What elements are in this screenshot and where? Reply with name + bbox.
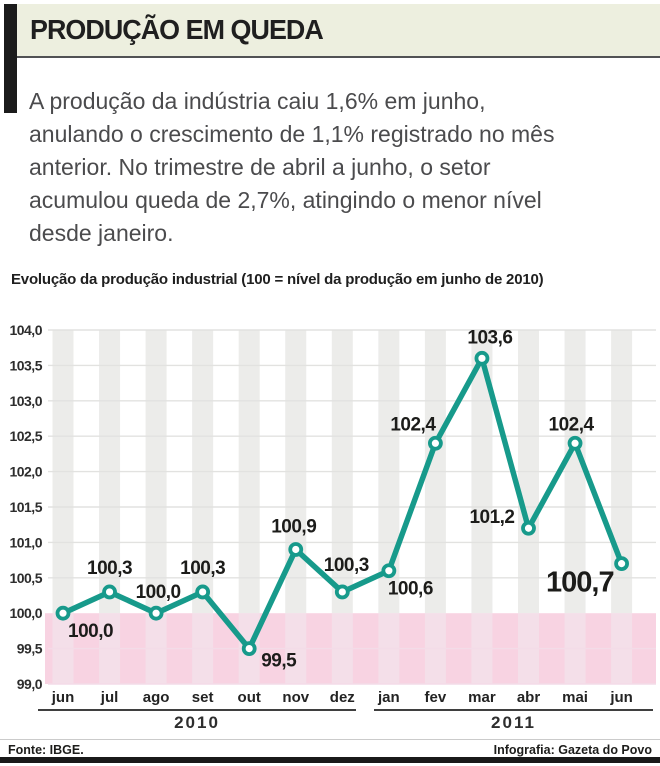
data-point [241,641,257,657]
x-axis-month-label: fev [425,689,447,706]
data-label: 100,3 [180,558,225,579]
y-axis-label: 103,5 [9,357,42,373]
data-label: 100,0 [136,582,181,603]
data-point [102,584,117,600]
x-axis-month-label: mai [562,689,588,706]
y-axis-label: 100,5 [9,570,42,586]
data-label: 100,0 [68,621,113,642]
x-axis-month-label: nov [282,689,309,706]
y-axis-label: 100,0 [9,605,42,621]
production-line-chart: 104,0 103,5 103,0 102,5 102,0 101,5 101,0 100,5… [9,322,656,732]
y-axis-label: 102,5 [9,428,42,444]
y-axis-label: 99,5 [17,641,43,657]
x-axis-month-label: jun [51,689,75,706]
chart-title: Evolução da produção industrial (100 = n… [11,271,544,288]
intro-line: anterior. No trimestre de abril a junho,… [29,154,491,180]
year-label: 2011 [491,713,536,732]
y-axis-label: 101,5 [9,499,42,515]
data-point [521,520,536,536]
intro-line: desde janeiro. [29,220,174,246]
x-axis-month-label: out [238,689,261,706]
data-point [381,563,397,579]
data-point [195,584,211,600]
x-axis-month-label: jul [100,689,119,706]
footer-bar [0,757,660,763]
y-axis-label: 103,0 [9,393,42,409]
x-axis-month-label: dez [330,689,355,706]
data-point [427,435,443,451]
x-axis-month-label: jan [377,689,400,706]
source-credit: Fonte: IBGE. [8,743,84,757]
footer-divider [0,739,660,740]
y-axis-label: 101,0 [9,534,42,550]
data-point [334,584,350,600]
data-label: 100,3 [87,558,132,579]
x-axis-month-label: ago [143,689,170,706]
header-band: PRODUÇÃO EM QUEDA [17,4,660,58]
data-label: 101,2 [469,507,514,528]
data-point [567,435,583,451]
intro-line: anulando o crescimento de 1,1% registrad… [29,121,555,147]
y-axis-label: 102,0 [9,464,42,480]
infographic-credit: Infografia: Gazeta do Povo [493,743,652,757]
x-axis-month-label: jun [609,689,633,706]
data-point [474,350,490,366]
data-label: 99,5 [261,651,297,672]
x-axis-month-label: set [192,689,214,706]
intro-line: acumulou queda de 2,7%, atingindo o meno… [29,187,542,213]
data-point [614,556,629,572]
data-label: 102,4 [549,414,595,435]
data-label: 100,6 [388,579,433,600]
data-label: 102,4 [390,414,436,435]
data-label: 103,6 [467,327,512,348]
title-accent-bar [4,4,17,113]
data-point [55,605,71,621]
y-axis-label: 99,0 [17,676,43,692]
data-label: 100,3 [324,555,369,576]
y-axis-label: 104,0 [9,322,42,338]
data-label: 100,7 [546,567,614,599]
data-label: 100,9 [271,516,316,537]
data-point [288,542,304,557]
x-axis-month-label: abr [517,689,541,706]
intro-paragraph: A produção da indústria caiu 1,6% em jun… [29,85,654,250]
page-title: PRODUÇÃO EM QUEDA [30,14,324,45]
x-axis-month-label: mar [468,689,496,706]
intro-line: A produção da indústria caiu 1,6% em jun… [29,88,486,114]
data-point [148,605,164,621]
year-label: 2010 [174,713,220,732]
